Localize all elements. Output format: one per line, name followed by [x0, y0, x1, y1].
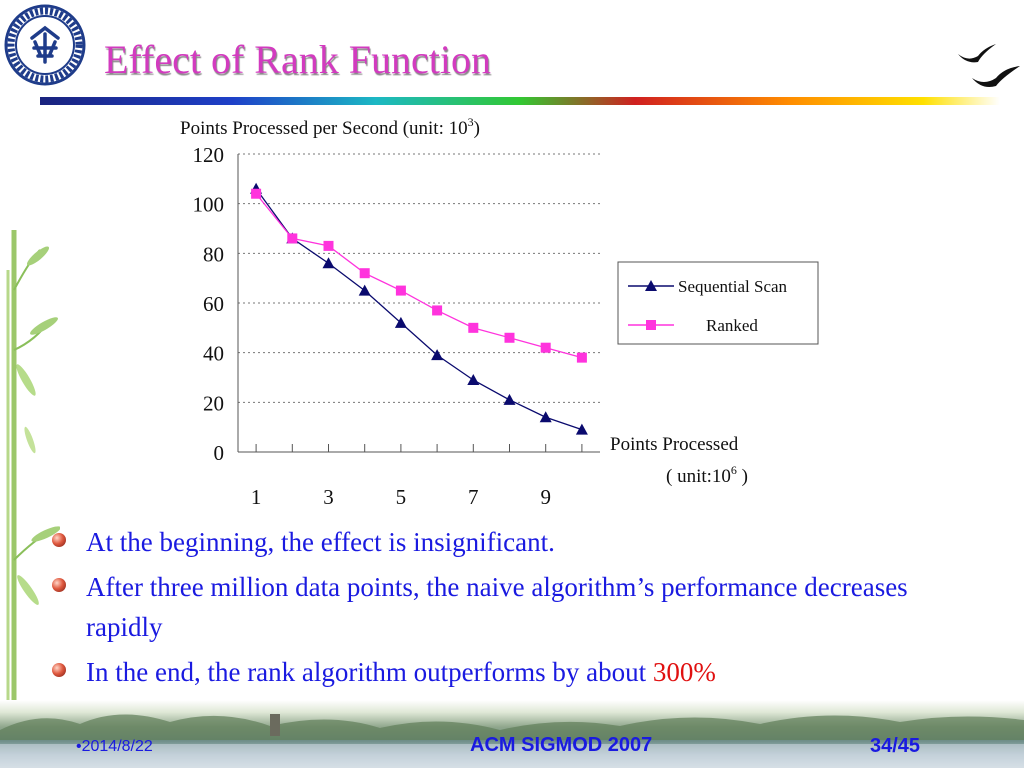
data-point [504, 332, 515, 343]
x-tick-label: 5 [396, 485, 407, 509]
legend-marker-ranked [646, 320, 656, 330]
data-point [431, 349, 444, 361]
bullet-text: At the beginning, the effect is insignif… [86, 527, 555, 557]
birds-icon [958, 44, 1020, 87]
data-point [432, 305, 443, 316]
chart-title: Points Processed per Second (unit: 103) [180, 115, 480, 139]
y-tick-labels: 0 20 40 60 80 100 120 [193, 143, 225, 465]
y-tick-label: 100 [193, 193, 225, 217]
data-point [287, 233, 298, 244]
x-tick-label: 7 [468, 485, 479, 509]
legend-marker-sequential [645, 280, 657, 291]
x-tick-label: 1 [251, 485, 262, 509]
chart-legend: Sequential Scan Ranked [617, 261, 819, 345]
data-point [359, 268, 370, 279]
title-divider [40, 97, 1000, 105]
series-line [255, 188, 583, 431]
x-tick-labels: 1 3 5 7 9 [251, 485, 551, 509]
bullet-text: In the end, the rank algorithm outperfor… [86, 657, 653, 687]
landscape-decoration [0, 714, 1024, 768]
y-tick-label: 60 [203, 292, 224, 316]
bullet-list: At the beginning, the effect is insignif… [48, 522, 928, 697]
chart-title-end: ) [474, 118, 480, 139]
bullet-icon [52, 578, 66, 592]
chart-grid [238, 153, 600, 452]
y-tick-label: 0 [214, 441, 225, 465]
data-point [468, 322, 479, 333]
x-axis-unit-end: ) [737, 466, 748, 487]
chart-title-exponent: 3 [468, 115, 474, 129]
legend-label-ranked: Ranked [706, 316, 758, 335]
bamboo-icon [6, 230, 60, 710]
data-point [540, 342, 551, 353]
data-point [323, 240, 334, 251]
footer-page-number: 34/45 [870, 735, 921, 757]
footer-date: •2014/8/22 [76, 738, 153, 755]
y-tick-label: 120 [193, 143, 225, 167]
data-point [539, 411, 552, 423]
data-point [576, 352, 587, 363]
data-point [395, 285, 406, 296]
x-tick-label: 3 [323, 485, 334, 509]
bullet-highlight: 300% [652, 657, 716, 687]
footer: •2014/8/22 ACM SIGMOD 2007 34/45 [0, 700, 1024, 768]
data-point [322, 257, 335, 269]
footer-conference: ACM SIGMOD 2007 [470, 734, 653, 756]
x-axis-unit-exponent: 6 [731, 463, 737, 477]
legend-box [617, 261, 819, 345]
bullet-item: At the beginning, the effect is insignif… [48, 522, 928, 562]
data-point [467, 373, 480, 385]
x-axis-label: Points Processed [610, 434, 739, 455]
chart: Points Processed per Second (unit: 103) … [180, 115, 819, 509]
bullet-text: After three million data points, the nai… [86, 572, 908, 642]
bullet-item: In the end, the rank algorithm outperfor… [48, 652, 928, 692]
university-logo-icon [4, 4, 86, 86]
y-tick-label: 80 [203, 242, 224, 266]
bullet-icon [52, 533, 66, 547]
x-tick-label: 9 [540, 485, 551, 509]
series-sequential-scan [250, 182, 588, 435]
legend-label-sequential: Sequential Scan [678, 277, 788, 296]
y-tick-label: 40 [203, 342, 224, 366]
data-point [394, 316, 407, 328]
data-point [575, 423, 588, 435]
data-point [358, 284, 371, 296]
bullet-icon [52, 663, 66, 677]
series-ranked [251, 188, 587, 363]
x-axis-unit: ( unit:106 ) [666, 463, 748, 487]
bullet-item: After three million data points, the nai… [48, 567, 928, 647]
slide-title: Effect of Rank Function [104, 37, 491, 82]
data-point [251, 188, 262, 199]
y-tick-label: 20 [203, 391, 224, 415]
data-point [503, 393, 516, 405]
series-line [255, 193, 583, 359]
